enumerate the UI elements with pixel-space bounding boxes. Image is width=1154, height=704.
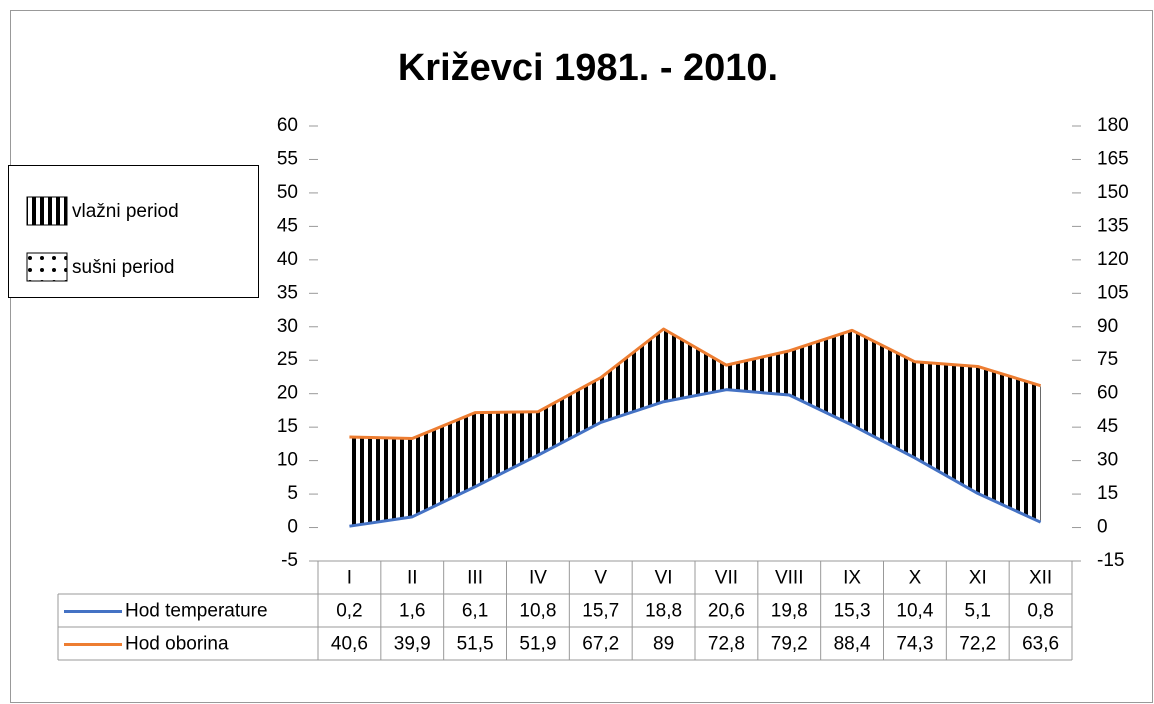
- table-value: 15,7: [582, 601, 619, 622]
- table-value: 6,1: [462, 601, 488, 622]
- y-tick-label: 30: [277, 316, 298, 337]
- table-value: 51,5: [457, 634, 494, 655]
- y-tick-label: 20: [277, 383, 298, 404]
- table-value: 18,8: [645, 601, 682, 622]
- y-tick-label: -5: [281, 550, 298, 571]
- y2-tick-label: 150: [1097, 182, 1129, 203]
- x-tick-label: VIII: [775, 568, 804, 589]
- table-value: 51,9: [519, 634, 556, 655]
- x-tick-label: III: [467, 568, 483, 589]
- y-tick-label: 55: [277, 148, 298, 169]
- y-tick-label: 0: [287, 517, 298, 538]
- y2-tick-label: 180: [1097, 115, 1129, 136]
- table-value: 79,2: [771, 634, 808, 655]
- y-tick-label: 35: [277, 282, 298, 303]
- x-tick-label: XI: [969, 568, 987, 589]
- y-tick-label: 45: [277, 215, 298, 236]
- x-tick-label: II: [407, 568, 418, 589]
- table-value: 1,6: [399, 601, 425, 622]
- y2-tick-label: 165: [1097, 148, 1129, 169]
- x-tick-label: VI: [655, 568, 673, 589]
- y-tick-label: 50: [277, 182, 298, 203]
- x-tick-label: I: [347, 568, 352, 589]
- table-value: 88,4: [834, 634, 871, 655]
- period-legend: vlažni period sušni period: [8, 165, 259, 298]
- series-line: [349, 388, 1042, 528]
- y2-tick-label: 15: [1097, 483, 1118, 504]
- y2-tick-label: 75: [1097, 349, 1118, 370]
- table-value: 72,2: [959, 634, 996, 655]
- series-line: [349, 327, 1042, 441]
- table-value: 15,3: [834, 601, 871, 622]
- x-tick-label: IX: [843, 568, 861, 589]
- x-tick-label: VII: [715, 568, 738, 589]
- y-tick-label: 5: [287, 483, 298, 504]
- y-tick-label: 10: [277, 450, 298, 471]
- legend-label: Hod temperature: [125, 601, 268, 622]
- chart-border: [10, 10, 1153, 703]
- y-tick-label: 40: [277, 249, 298, 270]
- legend-label: vlažni period: [72, 201, 179, 222]
- x-tick-label: X: [909, 568, 922, 589]
- table-value: 89: [653, 634, 674, 655]
- table-value: 19,8: [771, 601, 808, 622]
- legend-label: Hod oborina: [125, 634, 229, 655]
- y2-tick-label: 120: [1097, 249, 1129, 270]
- table-value: 0,8: [1027, 601, 1053, 622]
- table-value: 40,6: [331, 634, 368, 655]
- y2-tick-label: 90: [1097, 316, 1118, 337]
- y2-tick-label: 60: [1097, 383, 1118, 404]
- y2-tick-label: 0: [1097, 517, 1108, 538]
- y-tick-label: 60: [277, 115, 298, 136]
- table-value: 72,8: [708, 634, 745, 655]
- table-value: 67,2: [582, 634, 619, 655]
- chart-title: Križevci 1981. - 2010.: [398, 47, 778, 89]
- y2-tick-label: -15: [1097, 550, 1124, 571]
- x-tick-label: XII: [1029, 568, 1052, 589]
- legend-label: sušni period: [72, 257, 174, 278]
- wet-period-area: [349, 329, 1041, 527]
- table-value: 20,6: [708, 601, 745, 622]
- y2-tick-label: 135: [1097, 215, 1129, 236]
- table-value: 74,3: [896, 634, 933, 655]
- legend-swatch-dry: [26, 252, 68, 282]
- legend-swatch-wet: [26, 196, 68, 226]
- x-tick-label: IV: [529, 568, 547, 589]
- y2-tick-label: 45: [1097, 416, 1118, 437]
- y2-tick-label: 30: [1097, 450, 1118, 471]
- y2-tick-label: 105: [1097, 282, 1129, 303]
- x-tick-label: V: [594, 568, 607, 589]
- y-tick-label: 25: [277, 349, 298, 370]
- table-value: 0,2: [336, 601, 362, 622]
- table-value: 10,8: [519, 601, 556, 622]
- table-value: 63,6: [1022, 634, 1059, 655]
- table-value: 10,4: [896, 601, 933, 622]
- table-value: 5,1: [965, 601, 991, 622]
- y-tick-label: 15: [277, 416, 298, 437]
- table-value: 39,9: [394, 634, 431, 655]
